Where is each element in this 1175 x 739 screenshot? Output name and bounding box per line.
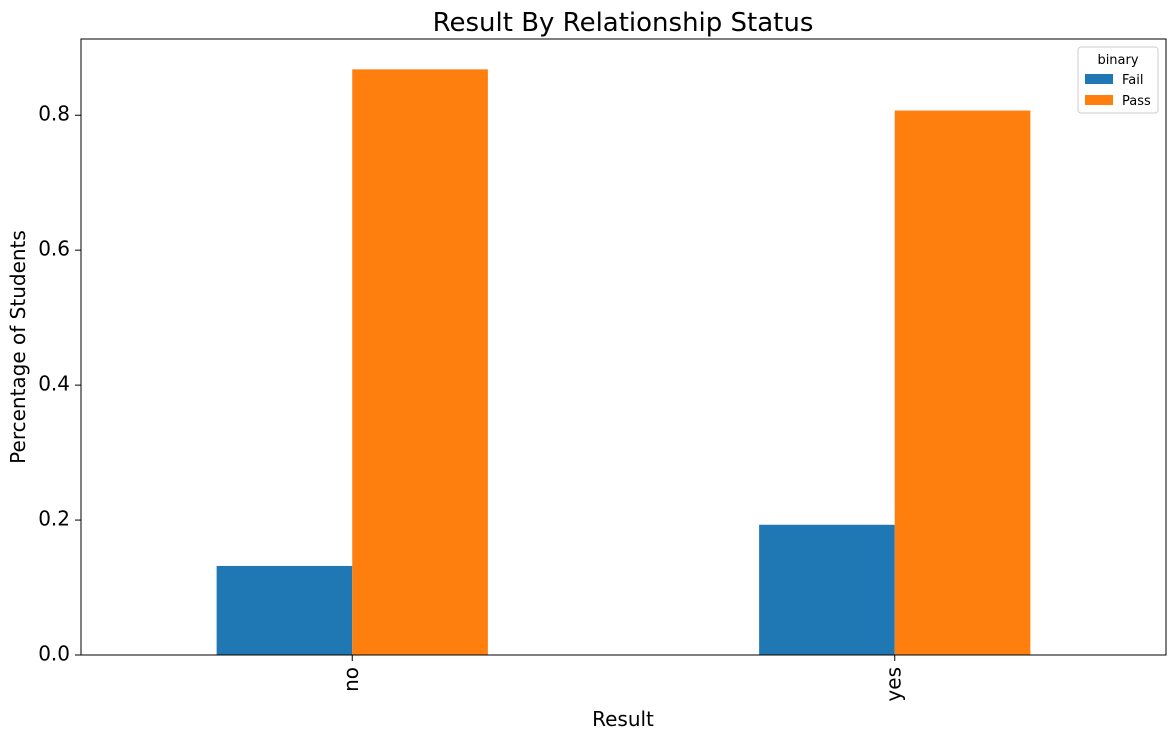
plot-frame [80,38,1167,656]
x-axis-label: Result [592,707,654,731]
bar-fail-yes [759,524,895,655]
x-tick-label-no: no [339,667,363,692]
y-tick-label-0: 0.0 [38,642,70,666]
bar-fail-no [216,565,353,655]
legend-swatch-fail [1085,74,1113,84]
y-axis-label: Percentage of Students [6,230,30,464]
y-tick-label-2: 0.4 [38,372,70,396]
x-axis-ticks: no yes [339,655,905,702]
chart-title: Result By Relationship Status [433,8,814,38]
y-tick-label-1: 0.2 [38,507,70,531]
legend-label-pass: Pass [1122,94,1151,109]
legend-label-fail: Fail [1122,73,1143,88]
legend-swatch-pass [1085,95,1113,105]
bar-pass-no [352,69,488,656]
bars-layer [216,69,1031,656]
legend-title: binary [1097,53,1138,68]
y-tick-label-4: 0.8 [38,102,70,126]
legend-entries: Fail Pass [1085,73,1151,109]
y-tick-label-3: 0.6 [38,237,70,261]
legend: binary Fail Pass [1077,46,1159,114]
y-axis-ticks: 0.0 0.2 0.4 0.6 0.8 [38,102,81,666]
bar-pass-yes [894,110,1031,655]
x-tick-label-yes: yes [881,667,905,702]
